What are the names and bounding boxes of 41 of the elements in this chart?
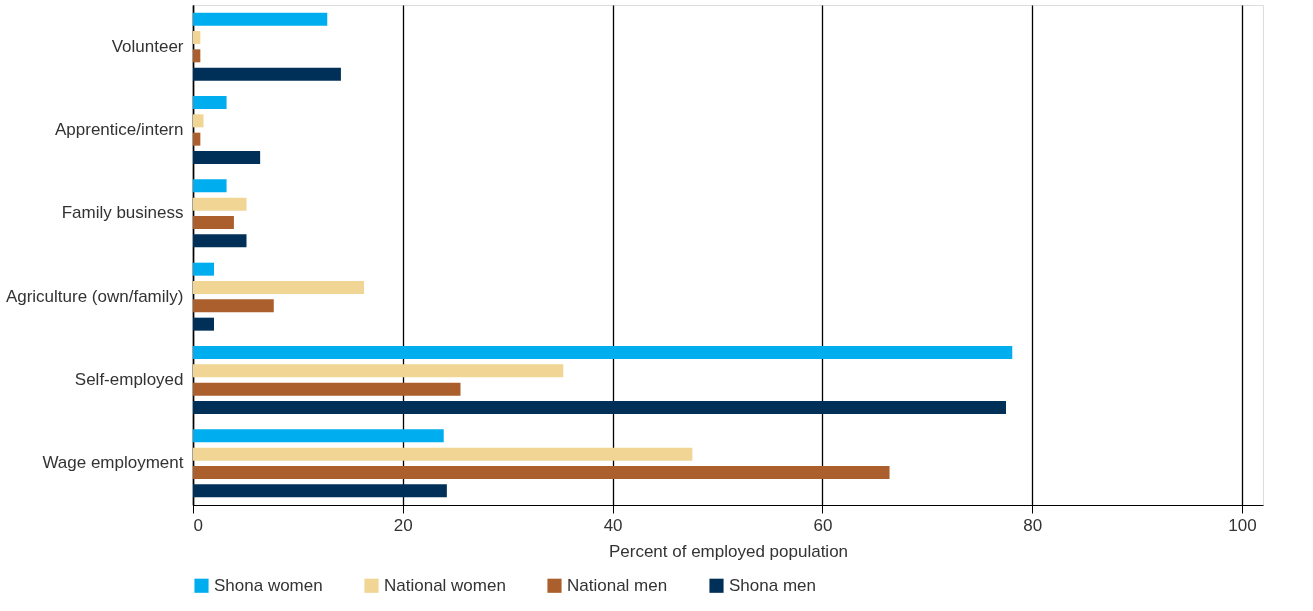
- y-tick-label: Wage employment: [42, 453, 184, 473]
- y-tick-label: Family business: [61, 203, 184, 223]
- x-tick-label: 100: [1228, 515, 1257, 535]
- y-tick-label: Agriculture (own/family): [5, 286, 184, 306]
- x-tick-label: 20: [393, 515, 413, 535]
- bar: [193, 234, 247, 248]
- bar: [193, 401, 1006, 414]
- bar: [193, 364, 564, 378]
- legend-label: Shona women: [214, 575, 323, 595]
- bar: [193, 151, 261, 164]
- x-tick-label: 80: [1023, 515, 1043, 535]
- bar: [193, 299, 274, 313]
- bar: [193, 382, 461, 396]
- bar: [193, 216, 234, 229]
- bar: [193, 429, 444, 443]
- legend-label: National women: [384, 575, 506, 595]
- bar: [193, 197, 247, 211]
- bar: [193, 447, 693, 461]
- x-tick-label: 0: [193, 515, 203, 535]
- bar: [193, 12, 328, 26]
- y-tick-label: Volunteer: [111, 36, 184, 56]
- x-tick-label: 60: [813, 515, 833, 535]
- y-tick-label: Apprentice/intern: [54, 120, 184, 139]
- bar: [193, 31, 201, 44]
- legend-label: Shona men: [729, 575, 816, 595]
- bar: [193, 346, 1013, 359]
- x-axis-title: Percent of employed population: [608, 541, 849, 561]
- legend-label: National men: [567, 575, 668, 595]
- bar: [193, 317, 214, 331]
- bar: [193, 114, 204, 128]
- bar: [193, 179, 227, 193]
- x-tick-label: 40: [603, 515, 623, 535]
- bar: [193, 262, 214, 276]
- bar: [193, 281, 364, 294]
- bar: [193, 466, 890, 479]
- y-tick-label: Self-employed: [74, 370, 184, 389]
- bar: [193, 132, 201, 146]
- bar: [193, 96, 227, 109]
- bar: [193, 67, 341, 81]
- bar: [193, 49, 201, 63]
- bar: [193, 484, 447, 498]
